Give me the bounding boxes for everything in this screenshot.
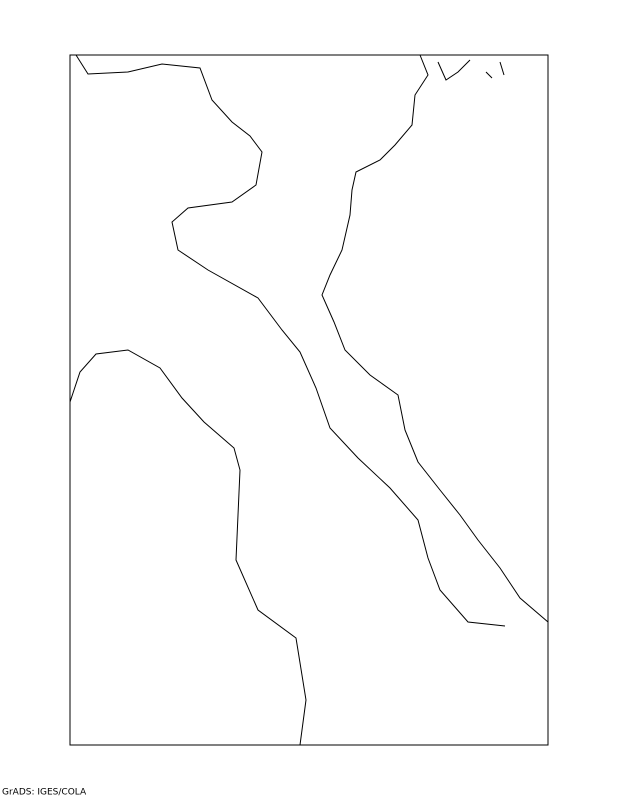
- border: [75, 54, 506, 627]
- boundaries: [69, 54, 549, 746]
- border: [69, 349, 307, 746]
- coastline: [321, 54, 549, 623]
- frame: [69, 54, 549, 746]
- footer: GrADS: IGES/COLA: [2, 788, 87, 798]
- island: [437, 59, 505, 81]
